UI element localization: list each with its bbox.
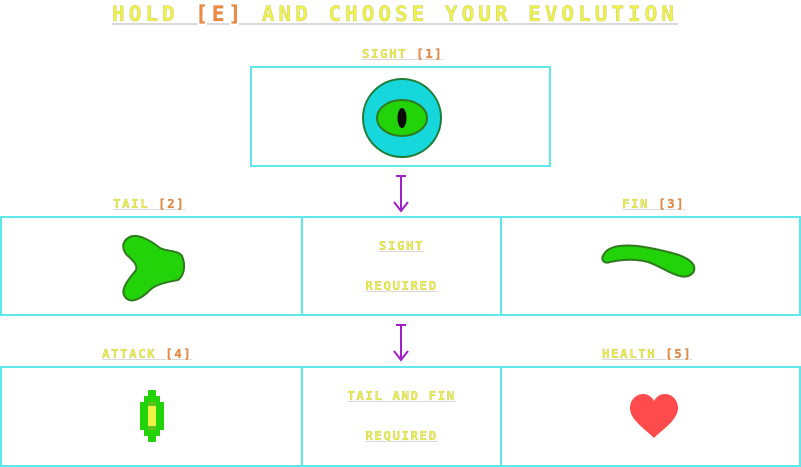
tail-icon [122,234,186,302]
tail-hotkey: [2] [158,196,186,212]
tail-evolution-card[interactable] [0,216,303,316]
sight-evolution-card[interactable] [250,66,551,167]
page-title: HOLD [E] AND CHOOSE YOUR EVOLUTION [0,2,790,27]
sight-label: SIGHT [1] [362,46,444,62]
requirement-line-2: REQUIRED [365,428,438,444]
requirement-line-1: TAIL AND FIN [347,388,456,404]
fin-name: FIN [622,196,650,212]
health-label: HEALTH [5] [602,346,693,362]
sight-requirement-card: SIGHT REQUIRED [301,216,502,316]
sight-name: SIGHT [362,46,408,62]
health-name: HEALTH [602,346,657,362]
attack-hotkey: [4] [165,346,193,362]
sight-hotkey: [1] [416,46,444,62]
requirement-line-1: SIGHT [378,238,425,254]
eye-icon [362,78,442,158]
arrow-down-icon [393,175,409,213]
tail-fin-requirement-card: TAIL AND FIN REQUIRED [301,366,502,467]
hold-key-hint: [E] [195,2,246,27]
heart-icon [630,394,678,438]
health-evolution-card[interactable] [500,366,801,467]
fin-evolution-card[interactable] [500,216,801,316]
title-suffix: AND CHOOSE YOUR EVOLUTION [245,2,678,27]
tail-label: TAIL [2] [113,196,186,212]
requirement-line-2: REQUIRED [365,278,438,294]
title-prefix: HOLD [112,2,196,27]
arrow-down-icon [393,324,409,362]
attack-name: ATTACK [102,346,157,362]
fin-icon [601,244,696,278]
attack-evolution-card[interactable] [0,366,303,467]
spike-icon [140,390,164,442]
attack-label: ATTACK [4] [102,346,193,362]
fin-hotkey: [3] [658,196,686,212]
tail-name: TAIL [113,196,150,212]
health-hotkey: [5] [665,346,693,362]
fin-label: FIN [3] [622,196,686,212]
